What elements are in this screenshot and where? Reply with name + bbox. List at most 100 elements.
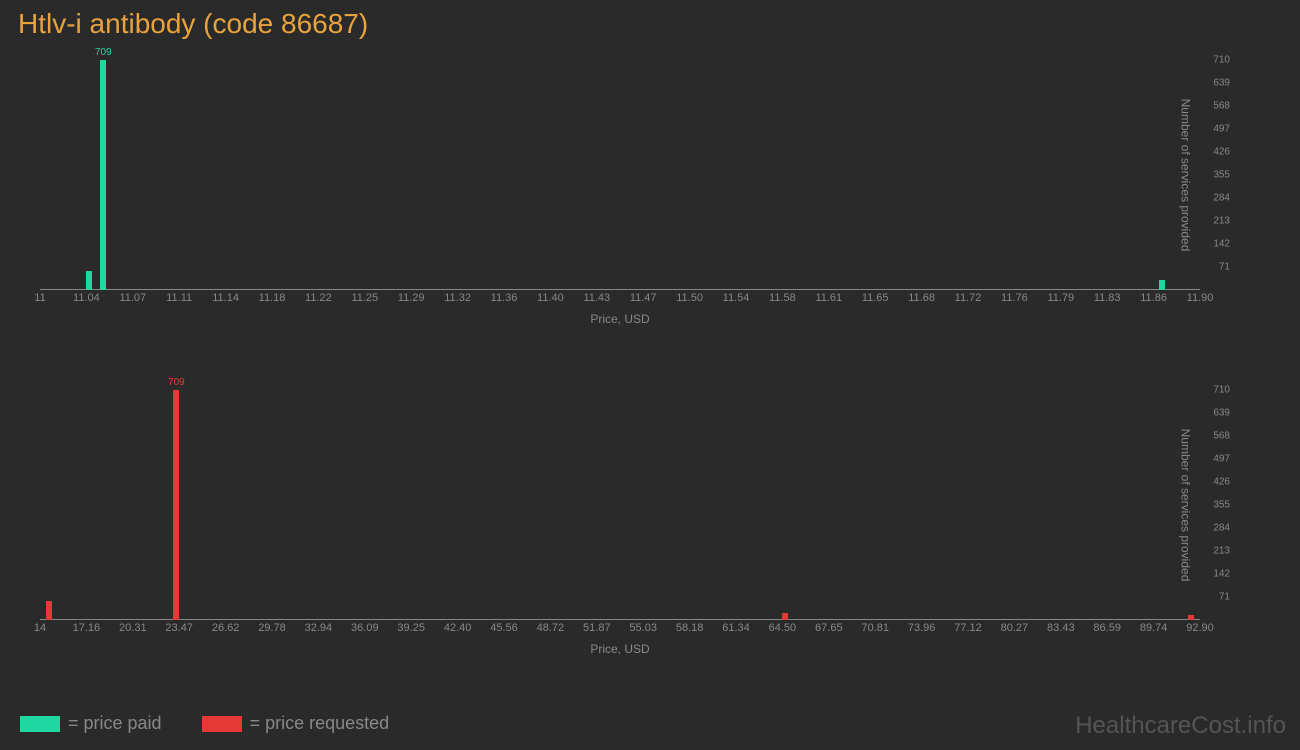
legend-label: = price paid xyxy=(68,713,162,734)
x-tick: 80.27 xyxy=(1001,622,1029,634)
x-tick: 42.40 xyxy=(444,622,472,634)
x-tick: 83.43 xyxy=(1047,622,1075,634)
x-ticks-1: 1111.0411.0711.1111.1411.1811.2211.2511.… xyxy=(40,292,1200,308)
x-tick: 86.59 xyxy=(1093,622,1121,634)
x-tick: 11.54 xyxy=(723,292,750,304)
y-ticks-2: 71142213284355426497568639710 xyxy=(1202,390,1230,620)
x-tick: 11.40 xyxy=(537,292,564,304)
y-tick: 568 xyxy=(1213,431,1230,442)
y-tick: 497 xyxy=(1213,124,1230,135)
page-title: Htlv-i antibody (code 86687) xyxy=(18,8,368,40)
x-tick: 11.90 xyxy=(1187,292,1214,304)
x-tick: 11.22 xyxy=(305,292,332,304)
y-tick: 213 xyxy=(1213,546,1230,557)
y-tick: 284 xyxy=(1213,193,1230,204)
x-tick: 11.61 xyxy=(815,292,842,304)
bar xyxy=(86,271,92,290)
x-tick: 11.47 xyxy=(630,292,657,304)
x-tick: 11.25 xyxy=(351,292,378,304)
y-tick: 639 xyxy=(1213,408,1230,419)
x-tick: 48.72 xyxy=(537,622,565,634)
x-tick: 17.16 xyxy=(73,622,101,634)
y-tick: 71 xyxy=(1219,592,1230,603)
y-tick: 355 xyxy=(1213,500,1230,511)
x-tick: 20.31 xyxy=(119,622,147,634)
x-tick: 70.81 xyxy=(861,622,889,634)
y-tick: 355 xyxy=(1213,170,1230,181)
x-tick: 11.11 xyxy=(166,292,192,304)
x-tick: 45.56 xyxy=(490,622,518,634)
bar xyxy=(782,613,788,620)
chart-price-requested: 14 17.16 20.31 23.47 26.62 29.78 32.94 36.09 39.… xyxy=(30,380,1240,660)
x-tick: 64.50 xyxy=(769,622,797,634)
bar-label: 709 xyxy=(168,377,185,388)
watermark: HealthcareCost.info xyxy=(1075,712,1286,740)
x-axis-line xyxy=(40,289,1200,290)
x-tick: 11.18 xyxy=(259,292,286,304)
x-tick: 29.78 xyxy=(258,622,286,634)
x-axis-line xyxy=(40,619,1200,620)
y-ticks-1: 71142213284355426497568639710 xyxy=(1202,60,1230,290)
legend-label: = price requested xyxy=(250,713,390,734)
y-tick: 426 xyxy=(1213,147,1230,158)
x-tick: 32.94 xyxy=(305,622,333,634)
bar xyxy=(1159,280,1165,290)
y-tick: 568 xyxy=(1213,101,1230,112)
x-tick: 26.62 xyxy=(212,622,240,634)
legend-swatch xyxy=(202,716,242,732)
x-tick: 58.18 xyxy=(676,622,704,634)
x-label-2: Price, USD xyxy=(590,642,649,656)
x-tick: 36.09 xyxy=(351,622,379,634)
y-tick: 284 xyxy=(1213,523,1230,534)
x-tick: 67.65 xyxy=(815,622,843,634)
x-tick: 39.25 xyxy=(397,622,425,634)
x-tick: 11 xyxy=(34,292,45,304)
x-tick: 11.72 xyxy=(955,292,982,304)
y-tick: 142 xyxy=(1213,239,1230,250)
legend-swatch xyxy=(20,716,60,732)
x-tick: 11.43 xyxy=(583,292,610,304)
x-tick: 11.14 xyxy=(212,292,239,304)
x-tick: 51.87 xyxy=(583,622,611,634)
y-label-2: Number of services provided xyxy=(1179,429,1193,582)
x-label-1: Price, USD xyxy=(590,312,649,326)
y-tick: 426 xyxy=(1213,477,1230,488)
legend: = price paid = price requested xyxy=(20,713,389,734)
chart-price-paid: 1111.0411.0711.1111.1411.1811.2211.2511.… xyxy=(30,50,1240,330)
bar xyxy=(173,390,179,620)
legend-item: = price paid xyxy=(20,713,162,734)
x-tick: 11.32 xyxy=(444,292,471,304)
bar xyxy=(46,601,52,620)
x-tick: 73.96 xyxy=(908,622,936,634)
y-tick: 142 xyxy=(1213,569,1230,580)
x-tick: 11.86 xyxy=(1140,292,1167,304)
x-tick: 11.58 xyxy=(769,292,796,304)
y-tick: 71 xyxy=(1219,262,1230,273)
y-tick: 497 xyxy=(1213,454,1230,465)
plot-area-2: 1417.1620.3123.4726.6229.7832.9436.0939.… xyxy=(40,390,1200,620)
x-tick: 92.90 xyxy=(1186,622,1214,634)
x-tick: 61.34 xyxy=(722,622,750,634)
x-tick: 77.12 xyxy=(954,622,982,634)
x-tick: 55.03 xyxy=(629,622,657,634)
y-tick: 639 xyxy=(1213,78,1230,89)
y-tick: 213 xyxy=(1213,216,1230,227)
x-tick: 89.74 xyxy=(1140,622,1168,634)
x-tick: 14 xyxy=(34,622,46,634)
y-label-1: Number of services provided xyxy=(1179,99,1193,252)
x-tick: 11.65 xyxy=(862,292,889,304)
x-tick: 11.04 xyxy=(73,292,100,304)
bar xyxy=(1188,615,1194,620)
x-tick: 11.76 xyxy=(1001,292,1028,304)
plot-area-1: 1111.0411.0711.1111.1411.1811.2211.2511.… xyxy=(40,60,1200,290)
x-tick: 11.36 xyxy=(491,292,518,304)
y-tick: 710 xyxy=(1213,385,1230,396)
x-tick: 11.29 xyxy=(398,292,425,304)
bar xyxy=(100,60,106,290)
x-tick: 11.50 xyxy=(676,292,703,304)
x-ticks-2: 1417.1620.3123.4726.6229.7832.9436.0939.… xyxy=(40,622,1200,638)
x-tick: 23.47 xyxy=(165,622,193,634)
x-tick: 11.83 xyxy=(1094,292,1121,304)
bar-label: 709 xyxy=(95,47,112,58)
x-tick: 11.68 xyxy=(908,292,935,304)
